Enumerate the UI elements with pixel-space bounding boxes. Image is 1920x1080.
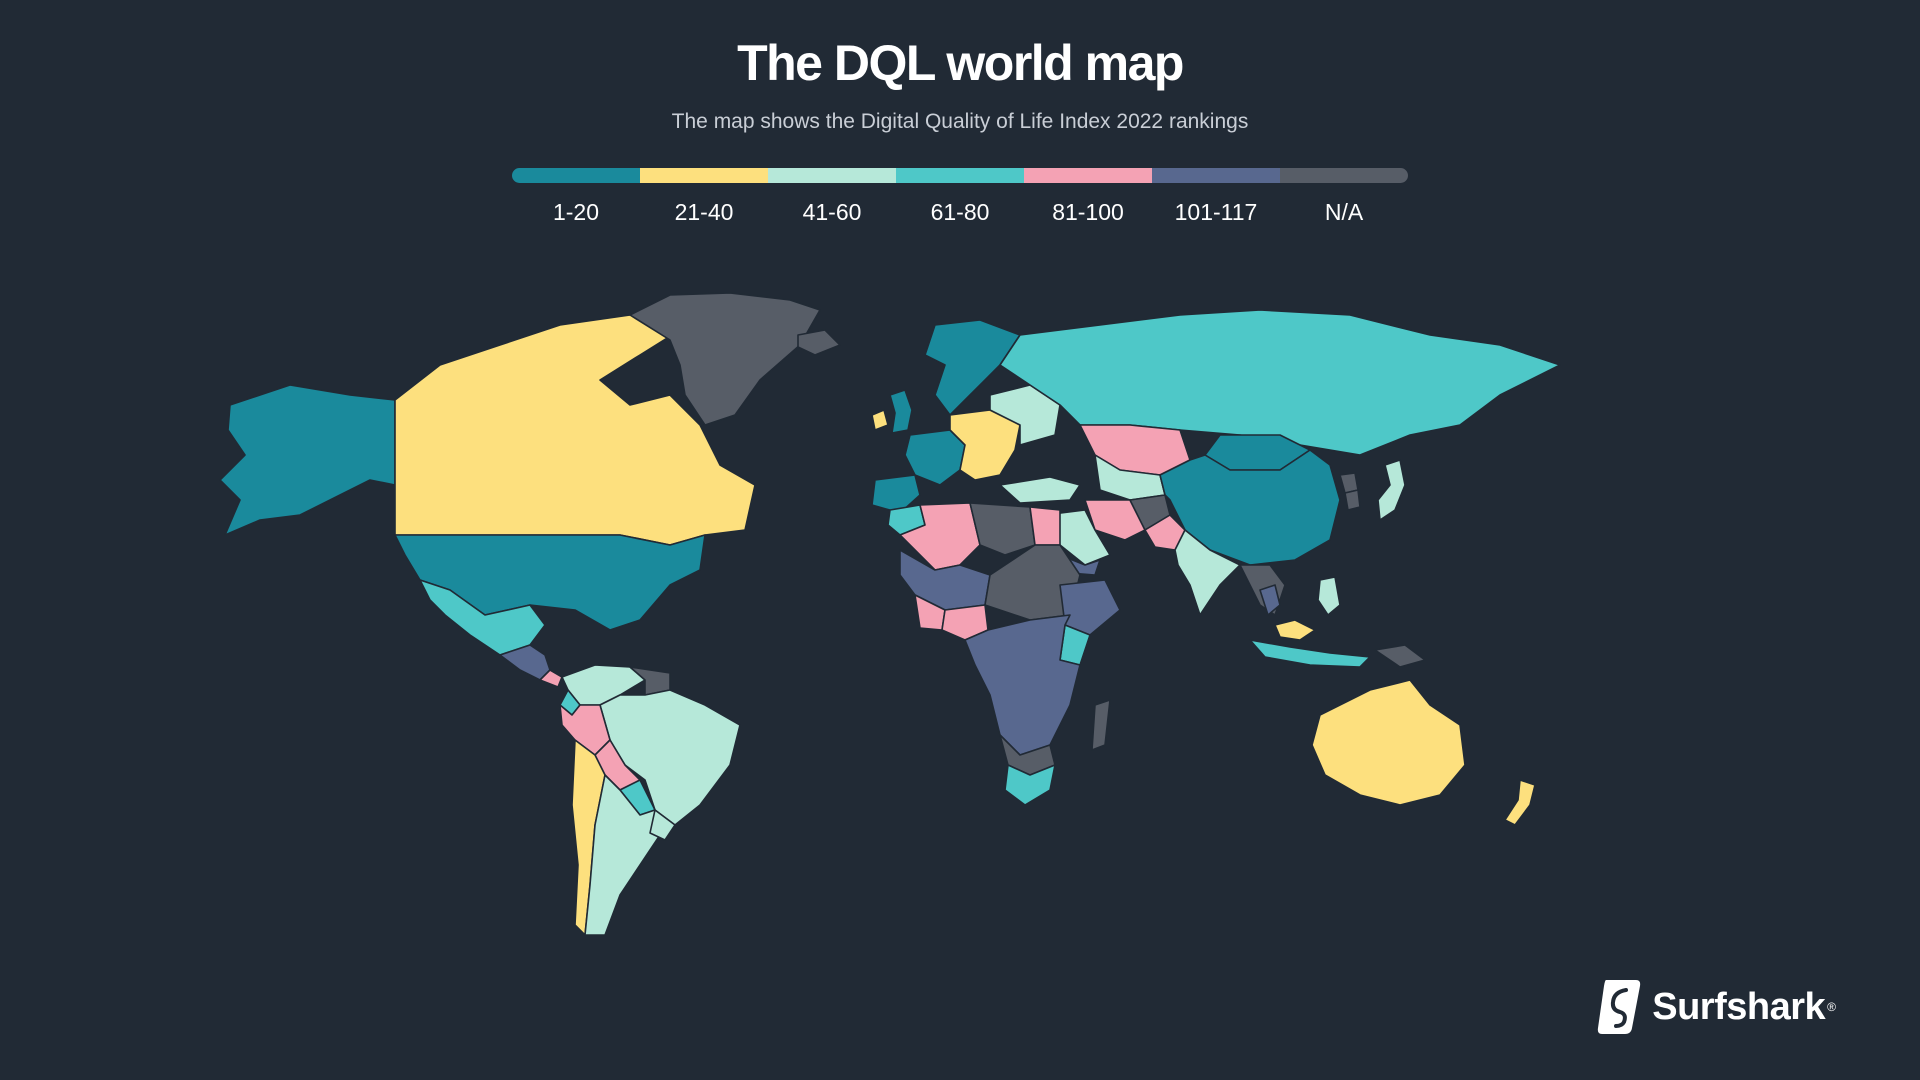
region-philippines — [1317, 576, 1341, 616]
legend-swatch-21-40 — [640, 168, 768, 183]
region-papua-new-guinea — [1374, 644, 1426, 668]
surfshark-logo-icon — [1598, 980, 1641, 1034]
region-china — [1159, 449, 1341, 566]
region-australia — [1311, 679, 1466, 806]
legend-label-21-40: 21-40 — [674, 199, 734, 225]
legend-label-61-80: 61-80 — [930, 199, 990, 225]
legend-swatch-41-60 — [768, 168, 896, 183]
legend: 1-20 21-40 41-60 61-80 81-100 101-117 N/… — [512, 168, 1408, 230]
region-usa — [394, 534, 706, 631]
region-new-zealand — [1504, 779, 1536, 826]
region-iberia — [871, 474, 921, 514]
region-uruguay — [649, 809, 676, 841]
region-russia — [999, 309, 1561, 456]
region-madagascar — [1091, 699, 1111, 751]
region-greenland — [629, 292, 821, 426]
region-nordics — [924, 319, 1021, 416]
legend-swatch-na — [1280, 168, 1408, 183]
region-iceland — [797, 329, 841, 356]
world-map-svg — [219, 292, 1561, 936]
legend-color-bar — [512, 168, 1408, 183]
legend-label-na: N/A — [1324, 199, 1364, 225]
legend-label-41-60: 41-60 — [802, 199, 862, 225]
region-alaska — [219, 384, 396, 536]
brand-registered-mark: ® — [1827, 1000, 1836, 1014]
legend-label-81-100: 81-100 — [1052, 199, 1124, 225]
brand: Surfshark ® — [1596, 978, 1836, 1036]
brand-name: Surfshark — [1652, 985, 1826, 1028]
region-korea — [1344, 489, 1361, 511]
legend-swatch-1-20 — [512, 168, 640, 183]
legend-swatch-61-80 — [896, 168, 1024, 183]
region-uk — [889, 389, 913, 434]
region-argentina — [584, 774, 661, 936]
region-malaysia — [1274, 619, 1316, 641]
legend-swatch-101-117 — [1152, 168, 1280, 183]
legend-labels: 1-20 21-40 41-60 61-80 81-100 101-117 N/… — [512, 199, 1408, 226]
page-title: The DQL world map — [737, 35, 1184, 91]
region-egypt — [1029, 506, 1061, 546]
legend-label-1-20: 1-20 — [552, 199, 600, 225]
page-subtitle: The map shows the Digital Quality of Lif… — [671, 110, 1249, 133]
region-indonesia — [1249, 639, 1371, 668]
region-central-southern-africa — [964, 614, 1081, 756]
legend-swatch-81-100 — [1024, 168, 1152, 183]
legend-label-101-117: 101-117 — [1174, 199, 1258, 225]
region-south-africa — [1004, 764, 1056, 806]
region-japan — [1377, 459, 1406, 521]
region-libya — [969, 502, 1036, 556]
world-map — [200, 285, 1700, 1005]
region-ireland — [871, 409, 889, 431]
region-thailand — [1259, 584, 1281, 616]
region-india — [1174, 529, 1241, 616]
region-turkey — [999, 476, 1081, 504]
